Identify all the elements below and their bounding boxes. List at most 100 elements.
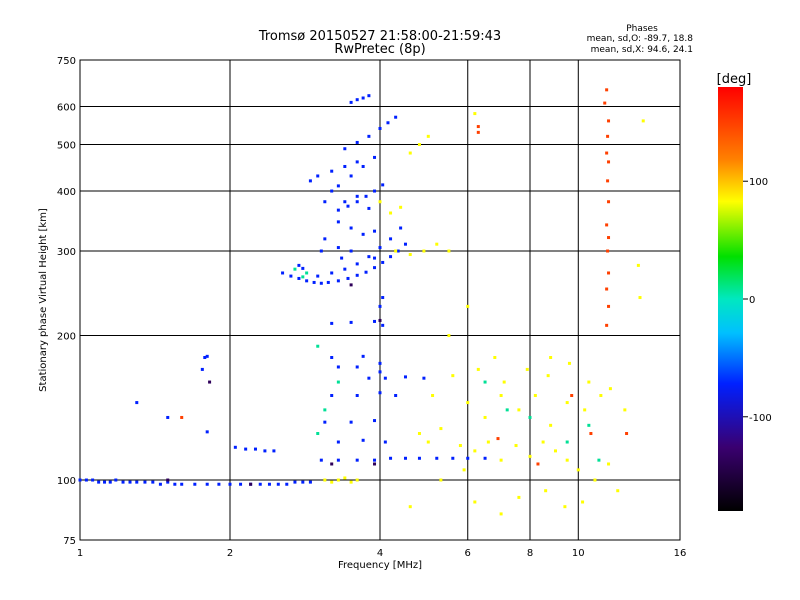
data-point	[143, 480, 147, 484]
data-point	[394, 115, 398, 119]
data-point	[346, 276, 350, 280]
data-point	[349, 174, 353, 178]
data-point	[483, 456, 487, 460]
data-point	[336, 184, 340, 188]
y-tick-label: 500	[57, 141, 76, 152]
x-tick-label: 4	[377, 548, 383, 559]
data-point	[305, 271, 309, 275]
data-point	[343, 164, 347, 168]
data-point	[316, 344, 320, 348]
data-point	[97, 480, 101, 484]
data-point	[355, 273, 359, 277]
data-point	[355, 365, 359, 369]
data-point	[330, 355, 334, 359]
data-point	[249, 482, 253, 486]
data-point	[378, 391, 382, 395]
data-point	[381, 323, 385, 327]
data-point	[587, 423, 591, 427]
data-point	[435, 456, 439, 460]
data-point	[364, 270, 368, 274]
data-point	[316, 174, 320, 178]
chart-title-line2: RwPretec (8p)	[334, 42, 425, 57]
data-point	[367, 94, 371, 98]
data-point	[378, 304, 382, 308]
data-point	[330, 462, 334, 466]
data-point	[151, 480, 155, 484]
data-point	[121, 480, 125, 484]
data-point	[166, 480, 170, 484]
data-point	[439, 478, 443, 482]
data-point	[205, 430, 209, 434]
data-point	[258, 482, 262, 486]
data-point	[330, 189, 334, 193]
data-point	[553, 449, 557, 453]
data-point	[458, 444, 462, 448]
data-point	[297, 276, 301, 280]
data-point	[289, 274, 293, 278]
data-point	[389, 255, 393, 259]
data-point	[323, 420, 327, 424]
data-point	[549, 355, 553, 359]
data-point	[476, 130, 480, 134]
data-point	[386, 121, 390, 125]
data-point	[389, 237, 393, 241]
data-point	[301, 480, 305, 484]
data-point	[597, 458, 601, 462]
data-point	[244, 447, 248, 451]
data-point	[581, 500, 585, 504]
data-point	[373, 256, 377, 260]
data-point	[417, 432, 421, 436]
data-point	[576, 468, 580, 472]
data-point	[180, 482, 184, 486]
data-point	[343, 200, 347, 204]
data-point	[378, 361, 382, 365]
data-point	[301, 266, 305, 270]
data-point	[173, 482, 177, 486]
data-point	[607, 236, 611, 240]
data-point	[308, 480, 312, 484]
data-point	[505, 408, 509, 412]
data-point	[473, 449, 477, 453]
data-point	[166, 415, 170, 419]
data-point	[403, 456, 407, 460]
data-point	[316, 432, 320, 436]
data-point	[408, 253, 412, 257]
data-point	[355, 160, 359, 164]
data-point	[499, 458, 503, 462]
data-point	[499, 512, 503, 516]
data-point	[349, 100, 353, 104]
x-tick-label: 2	[227, 548, 233, 559]
data-point	[403, 242, 407, 246]
y-tick-label: 75	[63, 536, 76, 547]
data-point	[367, 134, 371, 138]
data-point	[565, 458, 569, 462]
data-point	[447, 249, 451, 253]
data-point	[426, 134, 430, 138]
data-point	[323, 237, 327, 241]
data-point	[593, 478, 597, 482]
phases-legend-title: Phases	[626, 24, 658, 34]
data-point	[473, 500, 477, 504]
data-point	[605, 88, 609, 92]
data-point	[330, 321, 334, 325]
data-point	[435, 242, 439, 246]
data-point	[396, 249, 400, 253]
data-point	[239, 482, 243, 486]
data-point	[378, 200, 382, 204]
data-point	[367, 255, 371, 259]
data-point	[346, 204, 350, 208]
data-point	[399, 205, 403, 209]
data-point	[462, 468, 466, 472]
data-point	[78, 478, 82, 482]
data-point	[606, 179, 610, 183]
x-tick-label: 16	[674, 548, 687, 559]
data-point	[466, 304, 470, 308]
data-point	[343, 476, 347, 480]
data-point	[605, 323, 609, 327]
data-point	[641, 119, 645, 123]
data-point	[205, 354, 209, 358]
data-point	[605, 223, 609, 227]
data-point	[549, 423, 553, 427]
data-point	[336, 279, 340, 283]
